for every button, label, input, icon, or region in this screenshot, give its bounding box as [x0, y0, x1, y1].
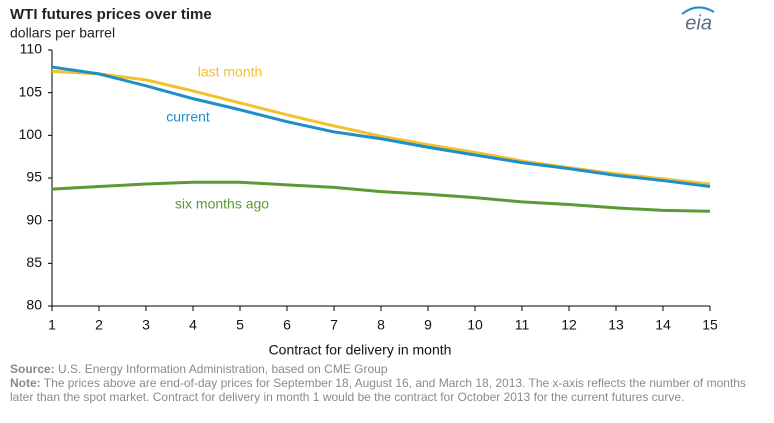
- series-label: current: [166, 109, 210, 125]
- x-tick-label: 1: [48, 317, 56, 333]
- x-tick-label: 4: [189, 317, 197, 333]
- x-tick-label: 13: [608, 317, 624, 333]
- x-tick-label: 6: [283, 317, 291, 333]
- notes: Source: U.S. Energy Information Administ…: [10, 362, 765, 404]
- series-line: [51, 180, 711, 213]
- series-label: six months ago: [175, 196, 269, 212]
- logo-swoosh: [681, 6, 715, 15]
- x-tick-label: 15: [702, 317, 718, 333]
- y-tick-label: 100: [19, 126, 43, 142]
- y-tick-label: 85: [26, 254, 42, 270]
- x-tick-label: 8: [377, 317, 385, 333]
- x-tick-label: 7: [330, 317, 338, 333]
- x-tick-label: 9: [424, 317, 432, 333]
- series-line: [51, 65, 711, 189]
- x-axis-label: Contract for delivery in month: [269, 342, 452, 358]
- y-tick-label: 110: [20, 41, 43, 57]
- x-tick-label: 12: [561, 317, 577, 333]
- x-tick-label: 14: [655, 317, 671, 333]
- x-tick-label: 11: [515, 317, 530, 333]
- note-label: Note:: [10, 376, 41, 390]
- y-tick-label: 80: [26, 297, 42, 313]
- x-tick-label: 10: [467, 317, 483, 333]
- y-tick-label: 90: [26, 211, 42, 227]
- x-tick-label: 2: [95, 317, 103, 333]
- y-tick-label: 95: [26, 169, 42, 185]
- chart: WTI futures prices over time dollars per…: [10, 6, 718, 358]
- x-tick-label: 3: [142, 317, 150, 333]
- logo: eia: [685, 12, 712, 34]
- note: The prices above are end-of-day prices f…: [10, 376, 746, 404]
- chart-title: WTI futures prices over time: [10, 6, 212, 23]
- y-tick-label: 105: [19, 83, 43, 99]
- chart-subtitle: dollars per barrel: [10, 25, 115, 41]
- source: U.S. Energy Information Administration, …: [58, 362, 388, 376]
- source-label: Source:: [10, 362, 55, 376]
- series-label: last month: [198, 64, 263, 80]
- x-tick-label: 5: [236, 317, 244, 333]
